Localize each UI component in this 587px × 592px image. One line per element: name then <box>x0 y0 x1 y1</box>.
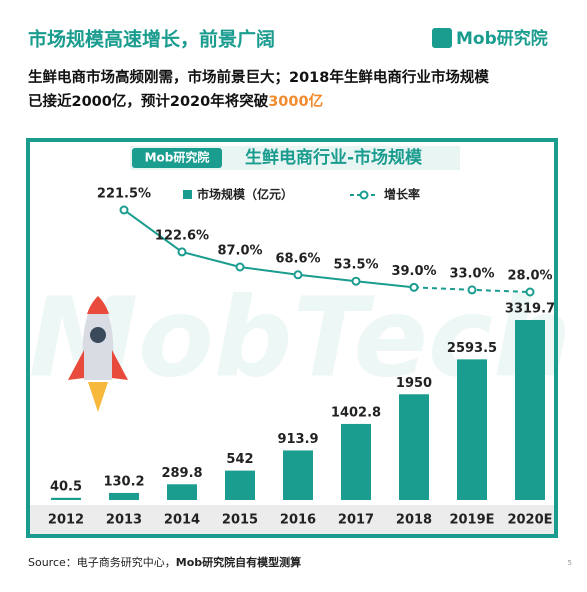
source: Source：电子商务研究中心，Mob研究院自有模型测算 <box>28 555 301 569</box>
subtitle-highlight: 3000亿 <box>268 92 323 110</box>
x-tick-label: 2014 <box>164 513 200 528</box>
legend-label: 市场规模（亿元） <box>197 187 293 202</box>
growth-label: 221.5% <box>97 187 151 202</box>
rocket <box>68 296 128 412</box>
bar <box>457 359 487 500</box>
bar <box>283 450 313 500</box>
x-tick-label: 2015 <box>222 513 258 528</box>
bar-label: 1950 <box>396 376 432 391</box>
growth-marker <box>351 276 361 286</box>
bar-label: 913.9 <box>277 432 318 447</box>
bar-label: 1402.8 <box>331 405 381 420</box>
category-band <box>30 505 554 534</box>
page-number: 5 <box>568 559 572 567</box>
growth-label: 33.0% <box>449 266 494 281</box>
bar <box>399 394 429 500</box>
bar-label: 40.5 <box>50 479 82 494</box>
subtitle: 已接近2000亿，预计2020年将突破3000亿 <box>28 92 323 110</box>
growth-line <box>123 209 415 289</box>
x-tick-label: 2016 <box>280 513 316 528</box>
source-bold: Mob研究院自有模型测算 <box>176 555 301 569</box>
x-tick-label: 2012 <box>48 513 84 528</box>
growth-label: 28.0% <box>507 269 552 284</box>
growth-label: 53.5% <box>333 258 378 273</box>
growth-marker <box>235 262 245 272</box>
logo: Mob研究院 <box>456 28 548 49</box>
source-text: Source：电子商务研究中心， <box>28 555 176 569</box>
chart-logo: Mob研究院 <box>145 150 210 165</box>
x-tick-label: 2020E <box>507 513 552 528</box>
bar <box>341 423 371 500</box>
legend-marker <box>359 190 369 200</box>
bar <box>51 497 81 500</box>
x-tick-label: 2013 <box>106 513 142 528</box>
growth-marker <box>467 285 477 295</box>
growth-marker <box>177 247 187 257</box>
growth-marker <box>293 270 303 280</box>
bar <box>225 470 255 500</box>
bar <box>515 320 545 500</box>
slide-title: 市场规模高速增长，前景广阔 <box>28 28 275 51</box>
bar <box>109 492 139 500</box>
growth-marker <box>119 205 129 215</box>
growth-marker <box>409 282 419 292</box>
chart-title: 生鲜电商行业-市场规模 <box>245 147 423 168</box>
bar-label: 542 <box>226 452 253 467</box>
bar-label: 130.2 <box>103 474 144 489</box>
legend-label: 增长率 <box>384 187 420 202</box>
bar-label: 3319.7 <box>505 302 555 317</box>
logo-icon <box>432 28 452 48</box>
growth-label: 122.6% <box>155 228 209 243</box>
chart-logo-box <box>132 148 222 168</box>
growth-label: 39.0% <box>391 264 436 279</box>
x-tick-label: 2017 <box>338 513 374 528</box>
growth-label: 68.6% <box>275 251 320 266</box>
bar-label: 289.8 <box>161 466 202 481</box>
subtitle: 生鲜电商市场高频刚需，市场前景巨大；2018年生鲜电商行业市场规模 <box>28 68 489 86</box>
bar-label: 2593.5 <box>447 341 497 356</box>
growth-label: 87.0% <box>217 243 262 258</box>
subtitle-text: 已接近2000亿，预计2020年将突破 <box>28 92 269 110</box>
bar <box>167 484 197 500</box>
growth-marker <box>525 287 535 297</box>
x-tick-label: 2018 <box>396 513 432 528</box>
x-tick-label: 2019E <box>449 513 494 528</box>
legend-swatch <box>183 190 192 199</box>
